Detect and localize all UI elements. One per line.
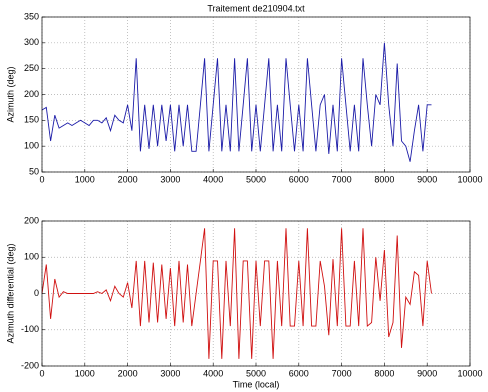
axes-box bbox=[41, 16, 471, 173]
x-tick-label: 9000 bbox=[417, 368, 437, 378]
x-tick-label: 8000 bbox=[374, 174, 394, 184]
data-line bbox=[41, 228, 432, 359]
x-tick-label: 7000 bbox=[332, 174, 352, 184]
x-tick-label: 10000 bbox=[457, 368, 482, 378]
y-tick-label: 50 bbox=[29, 166, 39, 176]
data-line bbox=[41, 42, 432, 162]
x-tick-label: 6000 bbox=[289, 368, 309, 378]
x-tick-label: 3000 bbox=[160, 368, 180, 378]
y-tick-label: -100 bbox=[21, 324, 39, 334]
axes-box bbox=[41, 220, 471, 367]
x-tick-label: 0 bbox=[39, 174, 44, 184]
y-tick-label: 250 bbox=[24, 63, 39, 73]
x-tick-label: 8000 bbox=[374, 368, 394, 378]
x-tick-label: 5000 bbox=[246, 174, 266, 184]
x-tick-label: 5000 bbox=[246, 368, 266, 378]
x-tick-label: 2000 bbox=[118, 174, 138, 184]
x-tick-label: 7000 bbox=[332, 368, 352, 378]
x-tick-label: 6000 bbox=[289, 174, 309, 184]
y-tick-label: 200 bbox=[24, 89, 39, 99]
y-tick-label: 350 bbox=[24, 11, 39, 21]
x-tick-label: 10000 bbox=[457, 174, 482, 184]
y-tick-label: 100 bbox=[24, 141, 39, 151]
x-tick-label: 4000 bbox=[203, 174, 223, 184]
x-axis-label: Time (local) bbox=[233, 379, 280, 389]
y-tick-label: -200 bbox=[21, 360, 39, 370]
x-tick-label: 1000 bbox=[75, 368, 95, 378]
x-tick-label: 2000 bbox=[118, 368, 138, 378]
y-tick-label: 100 bbox=[24, 252, 39, 262]
y-axis-label: Azimuth (deg) bbox=[5, 66, 15, 122]
y-tick-label: 300 bbox=[24, 37, 39, 47]
y-tick-label: 200 bbox=[24, 215, 39, 225]
y-tick-label: 150 bbox=[24, 115, 39, 125]
x-tick-label: 4000 bbox=[203, 368, 223, 378]
chart-title: Traitement de210904.txt bbox=[207, 3, 305, 13]
x-tick-label: 9000 bbox=[417, 174, 437, 184]
x-tick-label: 3000 bbox=[160, 174, 180, 184]
y-axis-label: Azimuth differential (deg) bbox=[5, 244, 15, 344]
x-tick-label: 0 bbox=[39, 368, 44, 378]
y-tick-label: 0 bbox=[34, 288, 39, 298]
x-tick-label: 1000 bbox=[75, 174, 95, 184]
